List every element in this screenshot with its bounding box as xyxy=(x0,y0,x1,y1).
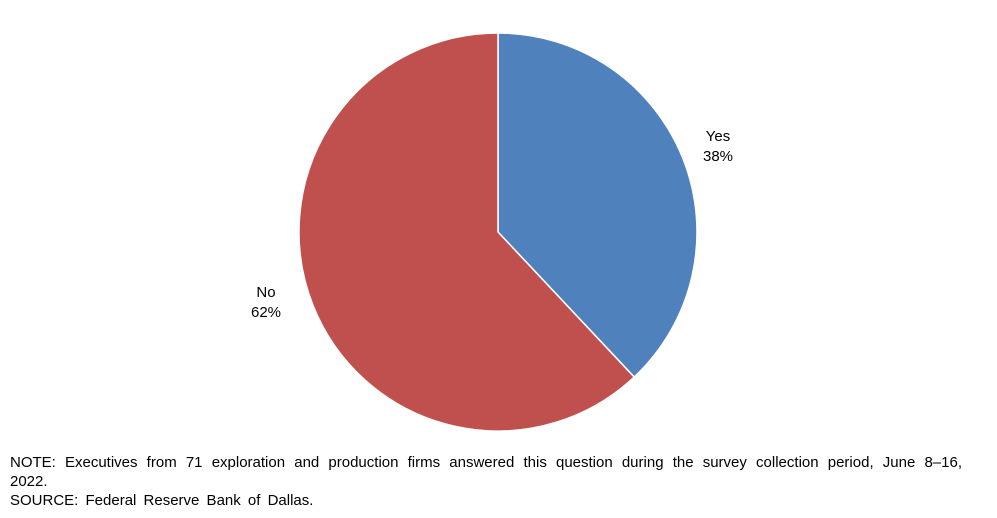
slice-label-yes: Yes xyxy=(706,128,730,145)
slice-value-yes: 38% xyxy=(703,148,733,165)
slice-value-no: 62% xyxy=(251,304,281,321)
note-text: NOTE: Executives from 71 exploration and… xyxy=(10,454,962,490)
pie-chart: Yes 38% No 62% xyxy=(251,32,733,432)
source-text: SOURCE: Federal Reserve Bank of Dallas. xyxy=(10,492,314,509)
slice-label-no: No xyxy=(256,284,275,301)
pie-slices xyxy=(298,32,698,432)
pie-slice-no xyxy=(298,32,635,432)
slice-labels: Yes 38% No 62% xyxy=(251,128,733,321)
footnotes: NOTE: Executives from 71 exploration and… xyxy=(10,453,962,510)
pie-slice-yes xyxy=(497,32,698,378)
